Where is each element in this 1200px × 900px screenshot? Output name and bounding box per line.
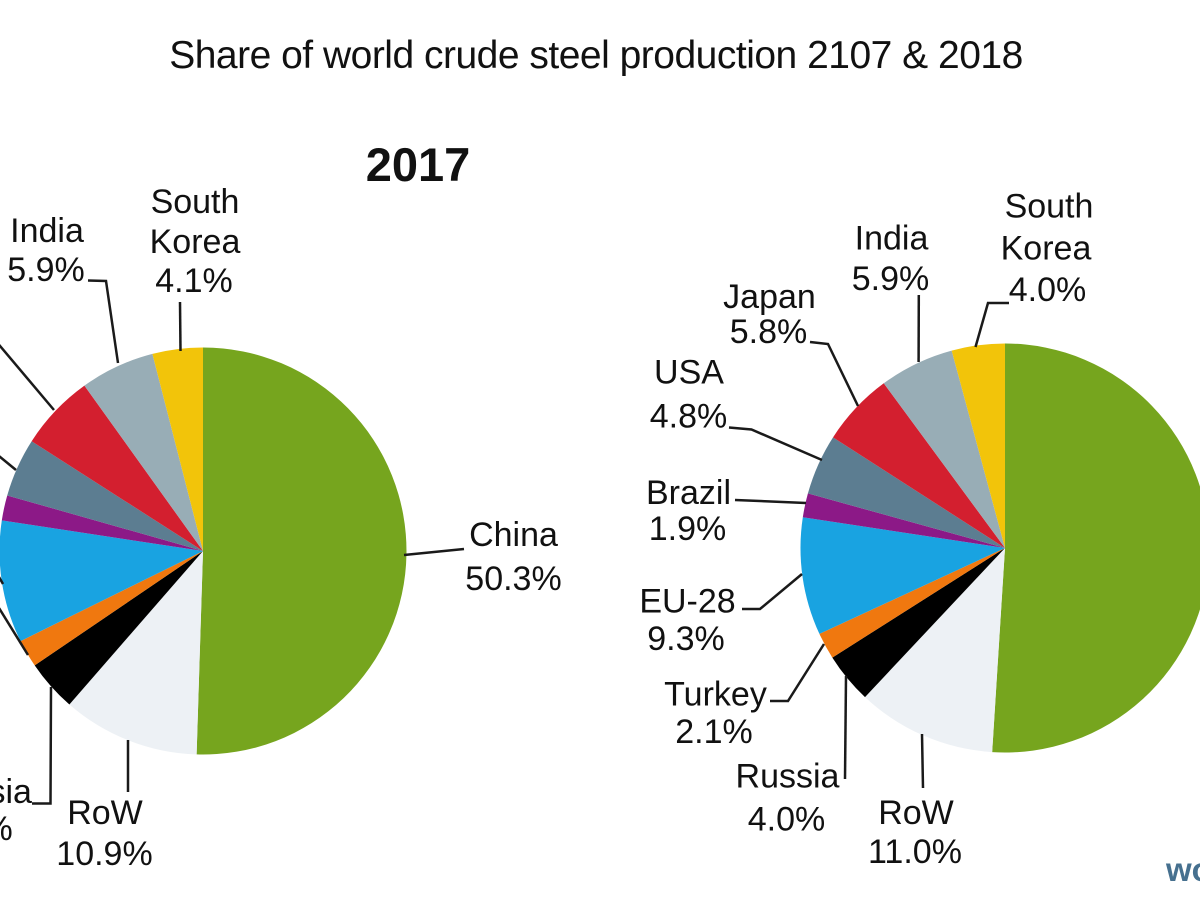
svg-text:4.0%: 4.0% bbox=[1009, 271, 1087, 309]
svg-text:2017: 2017 bbox=[366, 138, 471, 191]
svg-text:1.9%: 1.9% bbox=[649, 510, 727, 548]
svg-text:50.3%: 50.3% bbox=[465, 560, 561, 598]
svg-text:4.1%: 4.1% bbox=[155, 262, 233, 300]
svg-text:RoW: RoW bbox=[67, 794, 143, 832]
svg-text:9.3%: 9.3% bbox=[647, 620, 725, 658]
svg-text:Turkey: Turkey bbox=[664, 676, 767, 714]
svg-text:2.1%: 2.1% bbox=[675, 713, 753, 751]
svg-text:Russia: Russia bbox=[0, 773, 32, 811]
svg-text:5.9%: 5.9% bbox=[7, 251, 85, 289]
svg-text:Share of world crude steel pro: Share of world crude steel production 21… bbox=[169, 34, 1023, 77]
svg-text:5.9%: 5.9% bbox=[852, 260, 930, 298]
svg-text:Japan: Japan bbox=[723, 278, 816, 316]
svg-text:5.8%: 5.8% bbox=[730, 313, 808, 351]
svg-text:India: India bbox=[855, 220, 929, 258]
svg-text:Brazil: Brazil bbox=[646, 474, 731, 512]
svg-text:10.9%: 10.9% bbox=[56, 835, 152, 873]
svg-text:South: South bbox=[151, 183, 240, 221]
svg-text:RoW: RoW bbox=[878, 794, 954, 832]
svg-text:India: India bbox=[10, 212, 84, 250]
svg-text:South: South bbox=[1005, 188, 1094, 226]
svg-text:Korea: Korea bbox=[150, 223, 241, 261]
svg-text:4.0%: 4.0% bbox=[748, 801, 826, 839]
svg-text:USA: USA bbox=[654, 354, 724, 392]
svg-text:EU-28: EU-28 bbox=[639, 583, 735, 621]
svg-text:Russia: Russia bbox=[736, 758, 840, 796]
svg-text:11.0%: 11.0% bbox=[868, 833, 962, 871]
svg-text:Korea: Korea bbox=[1001, 230, 1092, 268]
svg-text:wo: wo bbox=[1165, 851, 1200, 888]
svg-text:China: China bbox=[469, 516, 558, 554]
svg-text:4.8%: 4.8% bbox=[650, 398, 728, 436]
svg-text:4.2%: 4.2% bbox=[0, 810, 13, 848]
